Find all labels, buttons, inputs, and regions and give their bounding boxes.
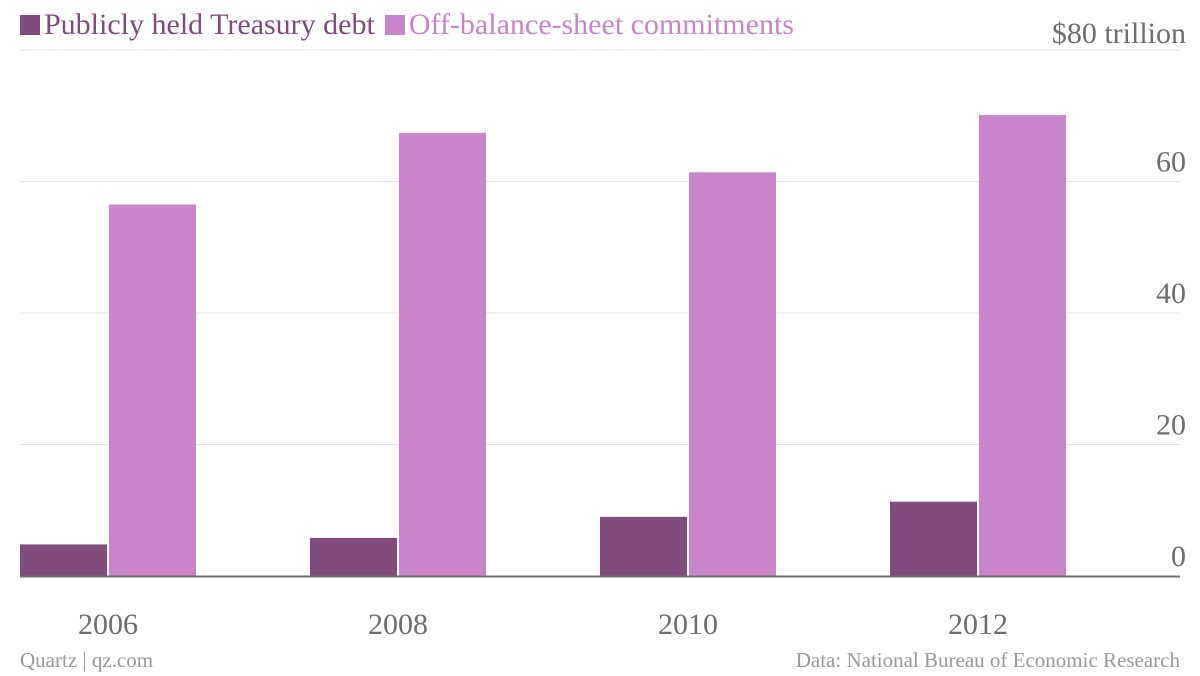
x-tick-label: 2006 xyxy=(78,608,138,641)
bar-off-balance-sheet-2012 xyxy=(979,115,1066,576)
source-credit: Quartz | qz.com xyxy=(20,648,154,672)
bar-treasury-debt-2010 xyxy=(600,516,687,576)
bar-treasury-debt-2006 xyxy=(20,544,107,576)
bar-off-balance-sheet-2006 xyxy=(109,204,196,576)
legend-swatch-treasury-debt xyxy=(20,15,40,35)
y-unit-label: $80 trillion xyxy=(1052,17,1186,50)
chart-legend: Publicly held Treasury debt Off-balance-… xyxy=(20,8,804,42)
bars xyxy=(20,115,1066,577)
legend-item-off-balance-sheet: Off-balance-sheet commitments xyxy=(384,8,794,42)
x-tick-label: 2012 xyxy=(948,608,1008,641)
legend-item-treasury-debt: Publicly held Treasury debt xyxy=(20,8,375,42)
bar-off-balance-sheet-2008 xyxy=(399,132,486,576)
bar-treasury-debt-2008 xyxy=(310,537,397,576)
y-tick-label: 40 xyxy=(1156,277,1186,310)
bar-off-balance-sheet-2010 xyxy=(689,172,776,577)
axes: 0 20 40 60 $80 trillion 2006 2008 2010 2012 xyxy=(20,17,1186,641)
x-tick-label: 2010 xyxy=(658,608,718,641)
bar-treasury-debt-2012 xyxy=(890,501,977,576)
data-source-note: Data: National Bureau of Economic Resear… xyxy=(795,648,1180,672)
y-tick-label: 20 xyxy=(1156,409,1186,442)
x-tick-label: 2008 xyxy=(368,608,428,641)
legend-swatch-off-balance-sheet xyxy=(384,15,405,35)
y-tick-label: 60 xyxy=(1156,146,1186,179)
legend-label-treasury-debt: Publicly held Treasury debt xyxy=(44,8,375,41)
y-tick-label: 0 xyxy=(1171,540,1186,573)
legend-label-off-balance-sheet: Off-balance-sheet commitments xyxy=(408,8,794,41)
